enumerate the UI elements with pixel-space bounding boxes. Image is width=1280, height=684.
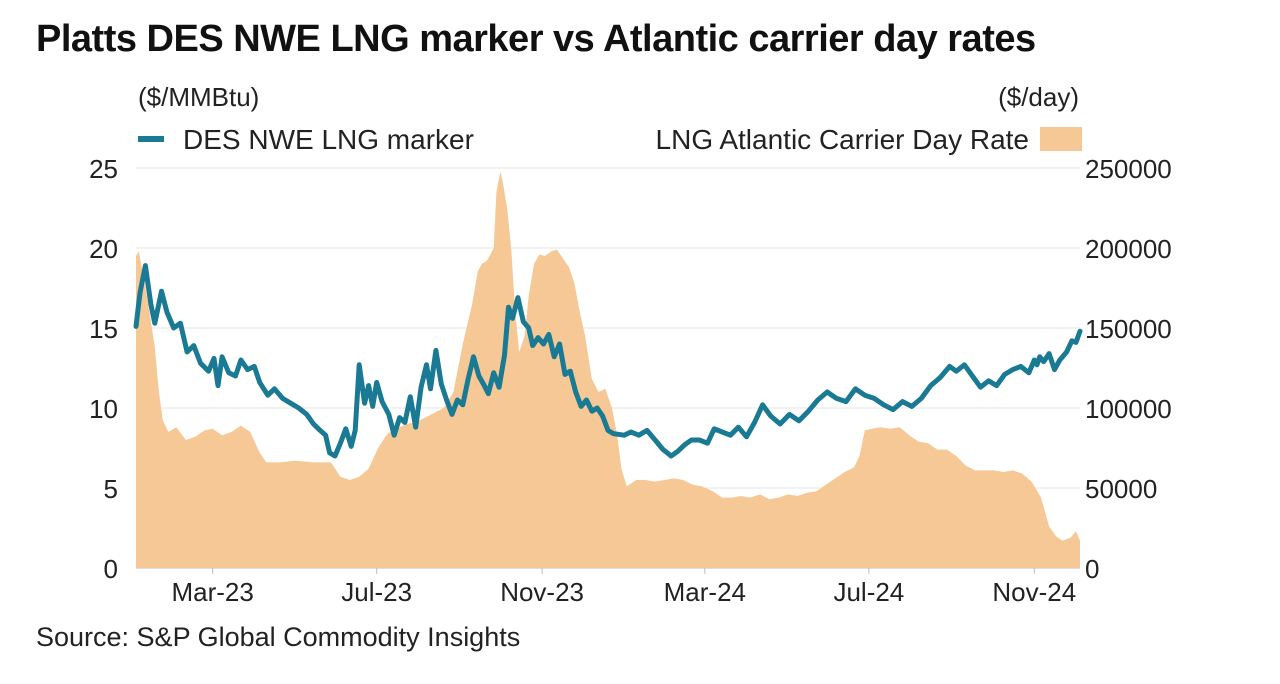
x-axis-tick-label: Jul-23 [341,577,412,607]
right-axis-ticks: 0 50000 100000 150000 200000 250000 [1085,154,1172,584]
left-axis-tick-label: 5 [104,474,118,504]
x-axis-tick-label: Mar-23 [171,577,253,607]
right-axis-tick-label: 150000 [1085,314,1172,344]
left-axis-unit: ($/MMBtu) [138,82,259,112]
line-series-des-nwe-lng-marker [133,263,1083,459]
right-axis-tick-label: 100000 [1085,394,1172,424]
chart-title: Platts DES NWE LNG marker vs Atlantic ca… [36,18,1036,60]
line-series-layer [133,263,1083,459]
x-axis-tick-label: Nov-23 [500,577,584,607]
source-note: Source: S&P Global Commodity Insights [36,622,521,652]
right-axis-tick-label: 50000 [1085,474,1157,504]
right-axis-tick-label: 0 [1085,554,1099,584]
x-axis-tick-label: Mar-24 [664,577,746,607]
x-axis-ticks: Mar-23 Jul-23 Nov-23 Mar-24 Jul-24 Nov-24 [171,568,1076,607]
legend-area-swatch [1040,127,1082,151]
legend-label-carrier-rate: LNG Atlantic Carrier Day Rate [656,124,1029,155]
right-axis-tick-label: 250000 [1085,154,1172,184]
legend-label-lng-marker: DES NWE LNG marker [183,124,474,155]
left-axis-ticks: 0 5 10 15 20 25 [89,154,118,584]
area-series-layer [136,171,1080,568]
area-series-carrier-day-rate [136,171,1080,568]
x-axis-tick-label: Nov-24 [992,577,1076,607]
right-axis-unit: ($/day) [998,82,1079,112]
left-axis-tick-label: 20 [89,234,118,264]
left-axis-tick-label: 0 [104,554,118,584]
left-axis-tick-label: 10 [89,394,118,424]
x-axis-tick-label: Jul-24 [833,577,904,607]
left-axis-tick-label: 15 [89,314,118,344]
right-axis-tick-label: 200000 [1085,234,1172,264]
left-axis-tick-label: 25 [89,154,118,184]
